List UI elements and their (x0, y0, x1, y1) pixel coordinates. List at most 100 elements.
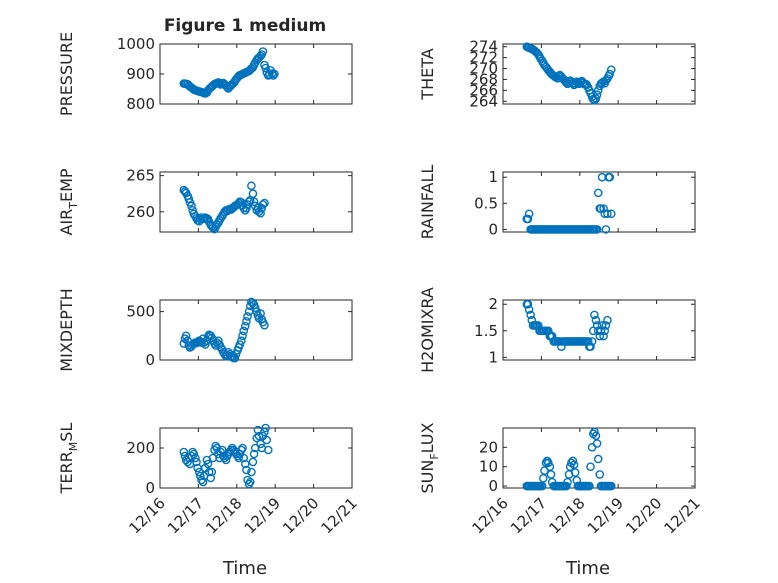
data-point (217, 445, 227, 455)
data-point (189, 449, 199, 459)
data-point (263, 445, 273, 455)
x-tick-label: 12/19 (584, 494, 627, 537)
x-axis-label-left: Time (222, 558, 267, 579)
y-axis-label-subscript: M (67, 442, 80, 452)
data-point (562, 481, 571, 491)
axes-box-rainfall (502, 171, 696, 233)
y-tick-label: 0.5 (474, 194, 498, 212)
x-tick-label: 12/21 (661, 494, 704, 537)
data-point (587, 337, 597, 346)
y-axis-label-rest: SL (57, 423, 76, 442)
data-point (243, 312, 252, 321)
data-point (179, 447, 189, 457)
data-point (586, 462, 595, 472)
data-point (212, 220, 222, 230)
y-tick-label: 200 (126, 439, 155, 457)
data-point (249, 449, 259, 459)
x-tick-label: 12/17 (164, 494, 207, 537)
data-point (599, 331, 608, 341)
data-point (250, 303, 260, 313)
x-tick-label: 12/20 (622, 494, 665, 537)
y-axis-label-sun-flux: SUNFLUX (418, 422, 441, 493)
data-point (180, 187, 190, 196)
data-point (593, 188, 603, 198)
data-point (570, 468, 580, 477)
data-point (254, 431, 264, 441)
data-point (244, 197, 254, 206)
y-tick-label: 10 (479, 458, 498, 476)
data-point (592, 225, 602, 234)
data-point (240, 459, 250, 469)
data-point (247, 181, 256, 191)
x-tick-label: 12/17 (507, 494, 550, 537)
data-point (605, 69, 615, 79)
subplot-mixdepth: 0 500 MIXDEPTH (57, 288, 353, 372)
data-point (256, 208, 265, 218)
data-point (261, 63, 270, 73)
data-point (544, 458, 553, 468)
data-point (191, 453, 200, 463)
y-axis-label-rest: EMP (57, 168, 76, 202)
data-point (268, 71, 278, 80)
y-axis-label-main: TERR (57, 451, 76, 494)
data-point (258, 47, 268, 56)
y-tick-label: 0 (145, 351, 155, 369)
subplot-pressure: 800 900 1000 PRESSURE (57, 32, 353, 116)
y-tick-label: 500 (126, 303, 155, 321)
y-tick-label: 2 (488, 295, 498, 313)
data-point (601, 76, 611, 85)
x-tick-label: 12/18 (545, 494, 588, 537)
data-point (524, 209, 534, 219)
subplot-air-temp: 260 265 AIRTEMP (57, 167, 353, 236)
y-axis-label-h2omixra: H2OMIXRA (418, 287, 437, 373)
data-point (600, 326, 610, 336)
y-axis-label-rainfall: RAINFALL (418, 165, 437, 240)
data-point (192, 457, 201, 467)
data-point (216, 213, 225, 223)
data-point (591, 94, 601, 103)
y-tick-label: 0 (145, 479, 155, 497)
data-point (187, 201, 196, 211)
x-axis-label-right: Time (565, 558, 610, 579)
y-axis-label-air-temp: AIRTEMP (57, 168, 80, 235)
data-point (595, 470, 605, 479)
data-point (184, 194, 194, 204)
figure-title: Figure 1 medium (164, 16, 326, 36)
y-axis-label-terr-msl: TERRMSL (57, 423, 80, 495)
data-point (605, 172, 615, 182)
x-tick-label: 12/16 (126, 494, 169, 537)
y-tick-label: 20 (479, 438, 498, 456)
data-point (239, 326, 249, 336)
data-point (204, 467, 214, 477)
data-point (590, 310, 599, 320)
axes-box-h2omixra (502, 299, 696, 361)
axes-box-pressure (159, 43, 353, 105)
y-tick-label: 266 (469, 81, 498, 99)
data-point (523, 299, 533, 309)
y-axis-label-main: AIR (57, 209, 76, 236)
data-point (568, 456, 578, 466)
data-point (603, 315, 612, 325)
data-point (524, 305, 534, 314)
x-tick-label: 12/21 (318, 494, 361, 537)
data-point (601, 321, 611, 330)
x-tick-label: 12/19 (241, 494, 284, 537)
data-point (256, 439, 265, 449)
data-point (260, 198, 269, 208)
subplot-rainfall: 0 0.5 1 RAINFALL (418, 165, 696, 240)
y-axis-label-mixdepth: MIXDEPTH (57, 288, 76, 371)
data-point (247, 467, 256, 477)
y-axis-label-subscript: F (428, 453, 441, 459)
data-point (536, 54, 545, 64)
data-point (249, 197, 259, 206)
y-axis-label-pressure: PRESSURE (57, 32, 76, 116)
data-point (595, 331, 605, 341)
x-tick-label: 12/18 (202, 494, 245, 537)
y-tick-label: 1 (488, 168, 498, 186)
y-axis-label-rest: LUX (418, 422, 437, 453)
y-tick-label: 265 (126, 167, 155, 185)
data-point (586, 342, 595, 352)
y-axis-label-subscript: T (67, 202, 80, 210)
